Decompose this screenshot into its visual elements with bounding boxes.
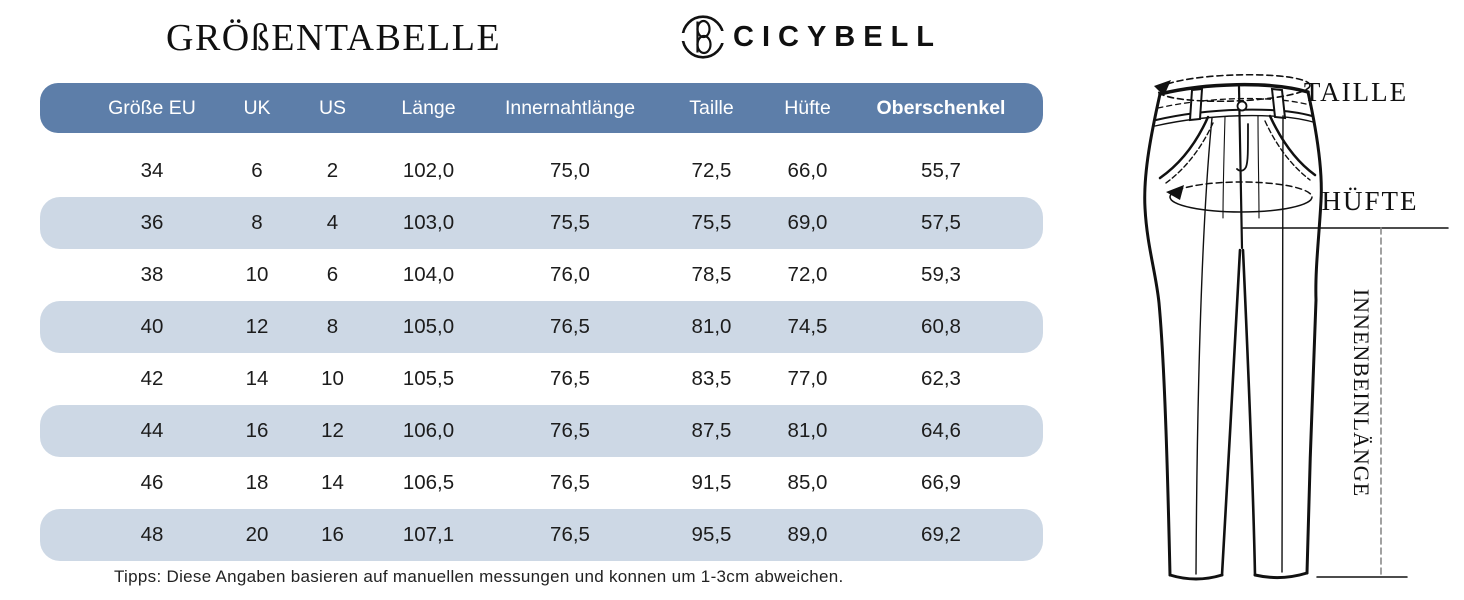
size-table: Größe EU UK US Länge Innernahtlänge Taille Hüf… — [40, 83, 1043, 561]
table-cell: 10 — [321, 367, 344, 390]
table-cell: 8 — [326, 315, 339, 338]
table-cell: 72,0 — [787, 263, 828, 286]
table-cell: 12 — [245, 315, 269, 338]
table-cell: 102,0 — [402, 159, 455, 182]
table-cell: 89,0 — [787, 523, 828, 546]
table-cell: 91,5 — [691, 471, 732, 494]
waist-arrow-icon — [1154, 80, 1171, 96]
table-cell: 64,6 — [921, 419, 961, 442]
table-cell: 105,0 — [402, 315, 455, 338]
table-cell: 34 — [140, 159, 164, 182]
table-cell: 74,5 — [787, 315, 828, 338]
pants-measurement-diagram: TAILLE HÜFTE INNENBEINLÄNGE — [1143, 73, 1449, 581]
table-row: 36 8 4 103,0 75,5 75,5 69,0 57,5 — [40, 197, 1043, 249]
table-cell: 57,5 — [921, 211, 961, 234]
table-cell: 83,5 — [691, 367, 732, 390]
column-header: Hüfte — [784, 96, 831, 119]
table-cell: 38 — [140, 263, 164, 286]
table-cell: 107,1 — [402, 523, 455, 546]
table-cell: 55,7 — [921, 159, 961, 182]
table-row: 40 12 8 105,0 76,5 81,0 74,5 60,8 — [40, 301, 1043, 353]
table-cell: 85,0 — [787, 471, 828, 494]
circle-b-monogram-icon — [680, 15, 726, 59]
table-cell: 106,0 — [402, 419, 455, 442]
table-cell: 4 — [326, 211, 339, 234]
table-cell: 2 — [326, 159, 339, 182]
table-cell: 106,5 — [402, 471, 455, 494]
table-cell: 10 — [245, 263, 269, 286]
table-cell: 105,5 — [402, 367, 455, 390]
table-row: 38 10 6 104,0 76,0 78,5 72,0 59,3 — [40, 249, 1043, 301]
table-cell: 87,5 — [691, 419, 732, 442]
column-header: Größe EU — [108, 96, 196, 119]
table-cell: 69,2 — [921, 523, 961, 546]
hip-arrow-icon — [1166, 185, 1184, 200]
page-title: GRÖßENTABELLE — [166, 17, 502, 59]
table-cell: 104,0 — [402, 263, 455, 286]
table-cell: 46 — [140, 471, 164, 494]
table-cell: 76,5 — [550, 471, 590, 494]
table-cell: 76,5 — [550, 419, 590, 442]
table-cell: 75,0 — [550, 159, 590, 182]
table-cell: 103,0 — [402, 211, 455, 234]
table-cell: 75,5 — [550, 211, 590, 234]
table-cell: 8 — [251, 211, 263, 234]
tips-note: Tipps: Diese Angaben basieren auf manuel… — [114, 567, 844, 586]
table-cell: 62,3 — [921, 367, 961, 390]
table-header-row: Größe EU UK US Länge Innernahtlänge Taille Hüf… — [40, 83, 1043, 133]
table-cell: 95,5 — [691, 523, 732, 546]
table-cell: 66,9 — [921, 471, 961, 494]
table-cell: 18 — [245, 471, 269, 494]
hip-label: HÜFTE — [1322, 186, 1419, 216]
table-cell: 20 — [245, 523, 269, 546]
table-cell: 60,8 — [921, 315, 961, 338]
table-cell: 76,0 — [550, 263, 590, 286]
column-header: US — [318, 96, 347, 119]
table-cell: 44 — [140, 419, 164, 442]
inseam-label: INNENBEINLÄNGE — [1349, 289, 1374, 497]
table-cell: 72,5 — [691, 159, 732, 182]
column-header: Innernahtlänge — [504, 96, 636, 119]
table-cell: 16 — [321, 523, 344, 546]
waist-label: TAILLE — [1304, 77, 1408, 107]
table-cell: 69,0 — [787, 211, 828, 234]
table-cell: 14 — [245, 367, 269, 390]
table-cell: 14 — [321, 471, 344, 494]
table-cell: 76,5 — [550, 367, 590, 390]
column-header: Länge — [401, 96, 456, 119]
table-cell: 16 — [245, 419, 269, 442]
table-cell: 40 — [140, 315, 164, 338]
table-row: 48 20 16 107,1 76,5 95,5 89,0 69,2 — [40, 509, 1043, 561]
table-cell: 78,5 — [691, 263, 732, 286]
table-cell: 75,5 — [691, 211, 732, 234]
table-row: 42 14 10 105,5 76,5 83,5 77,0 62,3 — [40, 353, 1043, 405]
table-cell: 6 — [326, 263, 339, 286]
table-cell: 81,0 — [787, 419, 828, 442]
brand-logo: CICYBELL — [680, 14, 942, 60]
table-cell: 81,0 — [691, 315, 732, 338]
column-header: Oberschenkel — [876, 96, 1006, 119]
waist-measure-ellipse — [1157, 73, 1311, 103]
table-cell: 76,5 — [550, 315, 590, 338]
table-cell: 77,0 — [787, 367, 828, 390]
column-header: UK — [243, 96, 271, 119]
table-cell: 12 — [321, 419, 344, 442]
column-header: Taille — [689, 96, 734, 119]
table-cell: 48 — [140, 523, 164, 546]
table-cell: 42 — [140, 367, 164, 390]
pants-outline — [1143, 73, 1449, 581]
table-cell: 6 — [251, 159, 263, 182]
table-row: 44 16 12 106,0 76,5 87,5 81,0 64,6 — [40, 405, 1043, 457]
table-cell: 59,3 — [921, 263, 961, 286]
table-cell: 66,0 — [787, 159, 828, 182]
table-body: 34 6 2 102,0 75,0 72,5 66,0 55,7 36 8 4 103,0 75,5 75… — [40, 145, 1043, 561]
table-row: 34 6 2 102,0 75,0 72,5 66,0 55,7 — [40, 145, 1043, 197]
table-cell: 76,5 — [550, 523, 590, 546]
table-row: 46 18 14 106,5 76,5 91,5 85,0 66,9 — [40, 457, 1043, 509]
brand-name: CICYBELL — [733, 20, 942, 53]
button-icon — [1236, 100, 1248, 112]
table-cell: 36 — [140, 211, 164, 234]
